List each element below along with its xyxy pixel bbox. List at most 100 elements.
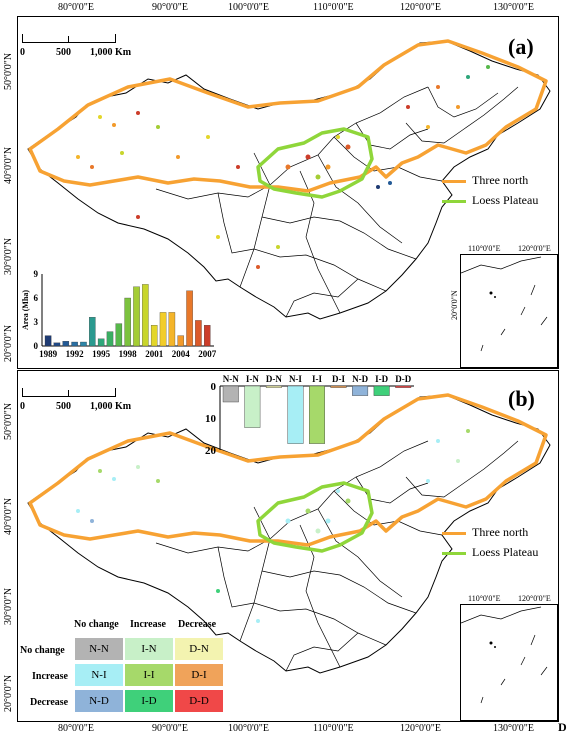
bar-2002: [159, 312, 167, 347]
bar-1995: [97, 338, 105, 347]
matrix-cell-i-i: I-I: [124, 663, 174, 687]
china-boundary-a: [27, 40, 551, 320]
x-tick-label-b: N-D: [352, 374, 368, 384]
province-lines-b: [155, 440, 519, 672]
bar-1994: [89, 317, 96, 347]
x-tick-label-a: 2001: [145, 349, 164, 359]
scale-label-1000-a: 1,000 Km: [90, 47, 132, 58]
bar-2005: [186, 290, 193, 347]
x-tick-label-a: 1992: [66, 349, 85, 359]
bar-I-N: [244, 385, 261, 428]
matrix-cell-n-d: N-D: [74, 689, 124, 713]
bar-1992: [71, 341, 78, 347]
scale-bar-b: [22, 388, 116, 397]
lon-tick-130-bottom: 130°0'0"E: [493, 723, 534, 734]
x-tick-label-b: D-N: [266, 374, 282, 384]
lat-tick-20-b: 20°0'0"N: [3, 674, 14, 712]
lat-tick-30-a: 30°0'0"N: [3, 237, 14, 275]
bar-N-I: [287, 385, 304, 444]
change-type-bar-chart: 0 10 20 N-N I-N D-N N-I I-I D-I N-D I-D D-D: [205, 374, 414, 457]
lon-tick-130-top: 130°0'0"E: [493, 2, 534, 13]
bar-2000: [142, 284, 149, 347]
matrix-row-head-increase: Increase: [32, 671, 68, 682]
bar-1997: [115, 323, 123, 347]
bar-1998: [124, 297, 131, 347]
matrix-cell-d-d: D-D: [174, 689, 224, 713]
china-boundary-b: [27, 394, 551, 674]
map-b: [27, 393, 551, 674]
map-a: [27, 39, 551, 320]
scale-label-1000-b: 1,000 Km: [90, 401, 132, 412]
inset-islands-a: [460, 256, 548, 352]
legend-three-north-label-b: Three north: [472, 525, 529, 539]
bar-2006: [195, 320, 202, 347]
bar-D-N: [265, 385, 282, 388]
x-tick-label-a: 1989: [39, 349, 58, 359]
legend-loess-label-a: Loess Plateau: [472, 193, 539, 207]
loess-plateau-boundary-b: [256, 481, 374, 553]
x-tick-label-a: 2004: [172, 349, 191, 359]
matrix-cell-n-n: N-N: [74, 637, 124, 661]
scale-bar-b-mid: [68, 390, 69, 396]
scale-label-500-b: 500: [56, 401, 71, 412]
bar-N-D: [352, 385, 369, 396]
three-north-boundary-b: [28, 393, 548, 547]
change-matrix-legend: No change Increase Decrease No change In…: [18, 617, 224, 717]
matrix-cell-i-d: I-D: [124, 689, 174, 713]
lon-tick-80-bottom: 80°0'0"E: [58, 723, 94, 734]
matrix-row-head-nochange: No change: [20, 645, 65, 656]
change-pixels-b: [76, 429, 470, 623]
y-tick-label-a: 9: [34, 269, 39, 279]
y-tick-label-a: 6: [34, 293, 39, 303]
inset-lon-110-b: 110°0'0"E: [468, 594, 501, 603]
bar-1990: [53, 342, 61, 347]
x-tick-label-b: D-D: [395, 374, 411, 384]
x-tick-label-b: N-I: [289, 374, 302, 384]
bar-2003: [168, 312, 176, 347]
lat-tick-40-b: 40°0'0"N: [3, 497, 14, 535]
bar-N-N: [222, 385, 239, 403]
lat-tick-50-b: 50°0'0"N: [3, 402, 14, 440]
legend-three-north-label-a: Three north: [472, 173, 529, 187]
lon-tick-90-bottom: 90°0'0"E: [152, 723, 188, 734]
lat-tick-20-a: 20°0'0"N: [3, 324, 14, 362]
lat-tick-40-a: 40°0'0"N: [3, 146, 14, 184]
x-tick-label-b: I-D: [375, 374, 388, 384]
lon-tick-100-bottom: 100°0'0"E: [228, 723, 269, 734]
y-axis-title-a: Area (Mha): [22, 290, 30, 330]
scale-label-500-a: 500: [56, 47, 71, 58]
scale-label-0-a: 0: [20, 47, 25, 58]
y-tick-label-b: 0: [211, 381, 217, 393]
legend-loess-swatch-b: [442, 552, 466, 555]
legend-loess-swatch-a: [442, 200, 466, 203]
matrix-row-head-decrease: Decrease: [30, 697, 69, 708]
matrix-cell-i-n: I-N: [124, 637, 174, 661]
inset-lon-110-a: 110°0'0"E: [468, 244, 501, 253]
change-pixels-a: [76, 65, 490, 269]
lon-tick-110-bottom: 110°0'0"E: [313, 723, 354, 734]
matrix-cell-d-n: D-N: [174, 637, 224, 661]
province-lines-a: [155, 86, 519, 318]
scale-label-0-b: 0: [20, 401, 25, 412]
x-tick-label-b: I-N: [246, 374, 259, 384]
y-tick-label-a: 3: [34, 317, 39, 327]
matrix-col-head-nochange: No change: [74, 619, 119, 630]
inset-map-b: [460, 604, 558, 721]
lon-tick-80-top: 80°0'0"E: [58, 2, 94, 13]
y-tick-label-b: 20: [205, 445, 217, 457]
bar-2007: [204, 325, 211, 347]
annual-area-bar-chart: 9 6 3 0 Area (Mha) 1989 1992 1995 1998 2001 2004 20…: [22, 269, 217, 359]
lon-tick-120-bottom: 120°0'0"E: [400, 723, 441, 734]
scale-bar-a: [22, 34, 116, 43]
bar-1996: [106, 331, 114, 347]
bar-1993: [80, 341, 87, 347]
bar-I-D: [373, 385, 390, 396]
bar-1999: [133, 286, 140, 347]
y-tick-label-a: 0: [34, 341, 39, 351]
legend-three-north-swatch-a: [442, 180, 466, 183]
bar-D-I: [330, 385, 347, 388]
lon-tick-100-top: 100°0'0"E: [228, 2, 269, 13]
footer-mark: D: [558, 720, 567, 734]
bar-1989: [44, 335, 52, 347]
loess-plateau-boundary-a: [256, 127, 374, 199]
